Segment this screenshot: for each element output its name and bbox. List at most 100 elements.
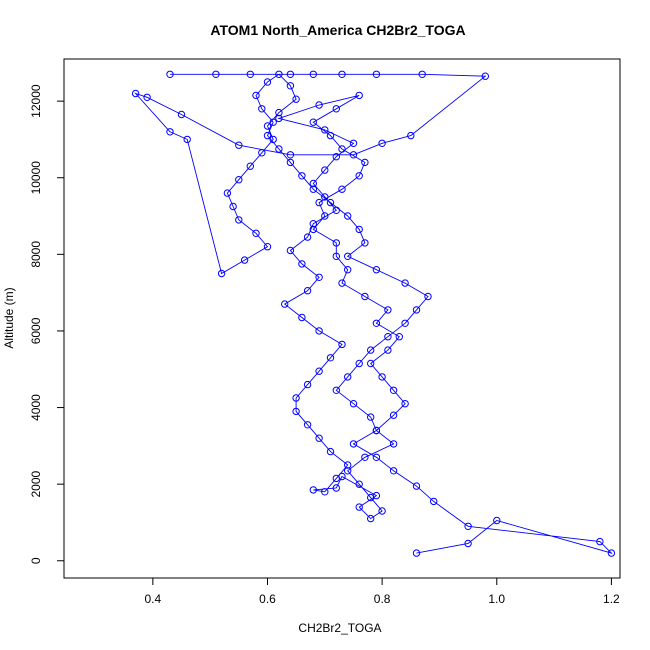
x-tick-label: 1.0 [488,592,505,606]
data-point [344,212,352,220]
data-point [321,166,329,174]
data-point [315,101,323,109]
data-point [235,176,243,184]
data-point [309,185,317,193]
data-point [389,386,398,394]
data-point [309,70,317,79]
data-point [275,145,283,153]
data-point [349,400,358,408]
data-point [246,162,255,170]
data-point [355,480,363,488]
data-point [298,172,306,180]
data-point [384,346,392,354]
data-point [389,440,398,448]
data-point [367,514,375,523]
data-point [309,179,317,188]
data-point [303,380,312,389]
data-point [275,70,283,79]
y-tick-label: 0 [29,557,43,564]
data-point [298,260,306,268]
data-point [349,139,358,148]
data-point [309,118,317,126]
data-point [286,158,295,167]
data-point [263,78,272,86]
data-point [493,516,501,525]
data-point [309,225,317,234]
data-point [338,340,346,349]
data-point [412,549,421,557]
data-point [303,233,312,241]
data-point [401,400,409,408]
data-point [309,486,317,494]
data-point [349,440,358,448]
data-point [338,185,346,193]
data-point [326,131,335,140]
data-point [315,367,323,375]
data-point [212,70,220,79]
y-axis-label: Altitude (m) [2,287,16,348]
data-point [367,346,375,354]
data-point [252,229,260,238]
data-point [407,131,415,140]
data-point [217,269,226,278]
data-point [338,472,346,481]
data-point [332,484,340,492]
data-point [395,333,403,341]
data-point [389,467,398,475]
data-point [332,153,340,161]
data-point [607,549,616,557]
data-point [246,70,255,79]
data-point [372,319,381,327]
data-point [235,141,243,149]
data-point [372,426,381,435]
data-point [367,359,375,368]
data-point [143,93,151,102]
data-point [338,70,346,79]
data-point [372,70,381,79]
data-point [378,507,386,515]
data-point [258,149,266,157]
data-point [326,447,335,456]
data-point [384,306,392,314]
data-point [361,292,369,301]
data-point [378,373,386,381]
data-point [355,91,363,100]
data-point [430,497,438,506]
data-point [166,70,174,79]
data-point [424,292,432,301]
data-point [355,172,363,180]
series-line [134,73,613,555]
data-point [292,407,300,416]
data-point [309,220,317,228]
data-point [286,70,295,79]
data-point [286,246,295,255]
data-point [401,319,409,327]
y-tick-label: 8000 [29,241,43,268]
data-point [321,193,329,201]
data-point [321,488,329,496]
data-point [292,394,300,402]
data-point [321,212,329,220]
data-point [389,411,398,419]
data-point [355,225,363,234]
data-point [229,202,237,211]
data-point [338,145,346,153]
plot-area-border [63,58,621,579]
data-point [332,386,340,394]
data-point [286,82,295,90]
data-point [361,158,369,167]
x-tick-label: 1.2 [603,592,620,606]
data-point [481,72,489,80]
data-point [349,151,358,159]
data-point [344,373,352,381]
data-point [298,313,306,322]
data-point [412,306,421,314]
plot-series [131,70,616,557]
data-point [372,453,381,461]
data-point [384,333,392,341]
x-axis: 0.4 0.6 0.8 1.0 1.2 [145,577,620,606]
data-point [464,522,472,530]
data-point [315,327,323,335]
data-point [332,239,340,247]
